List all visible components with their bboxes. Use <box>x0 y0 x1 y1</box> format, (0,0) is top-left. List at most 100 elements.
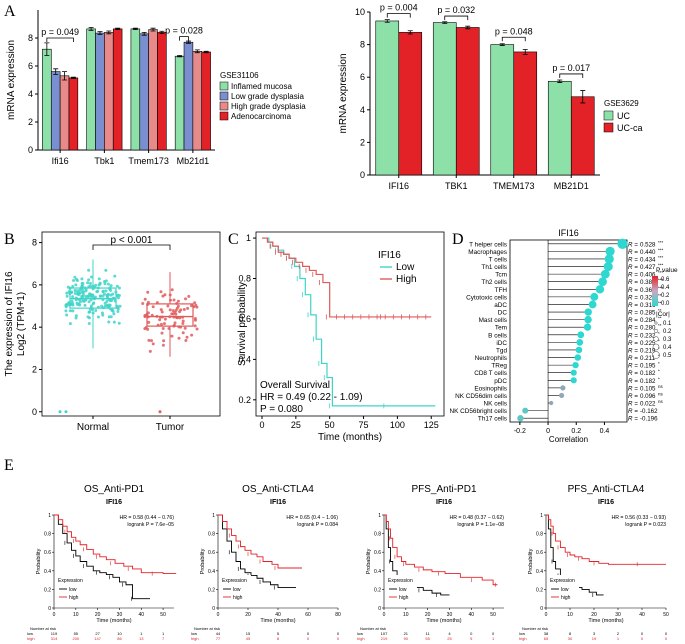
outlier-point <box>64 410 68 414</box>
jitter-point <box>151 342 155 346</box>
jitter-point <box>87 300 91 304</box>
x-tick-label: IFI16 <box>388 181 409 191</box>
legend-swatch <box>603 110 614 121</box>
jitter-point <box>181 321 185 325</box>
error-bar <box>44 42 50 56</box>
bar <box>570 96 595 176</box>
cell-type-label: Cytotoxic cells <box>466 294 507 301</box>
jitter-point <box>193 301 197 305</box>
jitter-point <box>184 297 188 301</box>
y-axis-label: The expression of IFI16 <box>4 271 15 376</box>
jitter-point <box>74 316 78 320</box>
jitter-point <box>162 322 166 326</box>
jitter-point <box>104 289 108 293</box>
error-bar <box>53 68 59 75</box>
panel-label-a: A <box>4 3 16 20</box>
hr-text: HR = 0.58 (0.44 − 0.76) <box>119 515 174 521</box>
r-prefix: R = <box>628 310 638 317</box>
error-bar <box>557 79 563 83</box>
hr-text: HR = 0.48 (0.37 − 0.62) <box>449 515 504 521</box>
bar <box>183 41 194 151</box>
jitter-point <box>166 304 170 308</box>
bar <box>174 55 185 151</box>
x-tick-label: 125 <box>424 420 439 430</box>
jitter-point <box>109 315 113 319</box>
lollipop-dot <box>583 323 592 331</box>
y-tick-label: 6 <box>28 61 33 71</box>
risk-count: 5 <box>470 636 473 641</box>
significance-bracket <box>386 13 411 18</box>
chart-title: OS_Anti-CTLA4 <box>242 484 314 495</box>
lollipop-dot <box>559 392 565 399</box>
lollipop-dot <box>588 300 597 309</box>
km-curve <box>218 514 296 588</box>
error-bar <box>465 25 471 30</box>
jitter-point <box>176 304 180 308</box>
y-axis-label: mRNA expression <box>338 53 349 133</box>
jitter-point <box>106 294 110 298</box>
cell-type-label: B cells <box>488 332 507 339</box>
y-tick-label: 0.4 <box>44 569 51 575</box>
lollipop-dot <box>570 369 577 376</box>
x-axis-label: Time (months) <box>588 618 623 624</box>
significance-stars: ns <box>658 384 664 389</box>
r-prefix: R = <box>628 332 638 339</box>
y-tick-label: 8 <box>28 33 33 43</box>
significance-bracket <box>559 73 584 78</box>
lollipop-dot <box>576 339 584 346</box>
significance-stars: * <box>658 354 660 359</box>
risk-header: Number at risk <box>360 626 386 631</box>
legend-swatch <box>219 101 229 111</box>
y-tick-label: 0.2 <box>238 395 251 405</box>
r-prefix: R = <box>628 363 638 370</box>
r-value-label: 0.105 <box>640 385 656 392</box>
significance-stars: ** <box>658 316 662 321</box>
risk-count: 15 <box>246 631 251 636</box>
r-prefix: R = <box>628 416 638 423</box>
r-value-label: 0.440 <box>640 249 656 256</box>
legend-label: high <box>233 595 243 601</box>
x-tick-label: 40 <box>639 612 645 618</box>
jitter-point <box>159 308 163 312</box>
legend-bg <box>387 575 417 605</box>
hr-text: HR = 0.65 (0.4 − 1.06) <box>286 515 338 521</box>
y-tick-label: 6 <box>360 72 365 82</box>
jitter-point <box>97 283 101 287</box>
error-bar <box>499 43 505 46</box>
jitter-point <box>168 308 172 312</box>
r-prefix: R = <box>628 393 638 400</box>
legend-title: P value <box>656 267 678 274</box>
lollipop-dot <box>517 415 524 422</box>
lollipop-dot <box>617 238 628 249</box>
jitter-point <box>115 304 119 308</box>
x-tick-label: 0 <box>217 612 220 618</box>
y-tick-label: 0.2 <box>374 587 381 593</box>
risk-count: 10 <box>117 631 122 636</box>
jitter-point <box>98 294 102 298</box>
hr-text: HR = 0.56 (0.33 − 0.93) <box>611 515 666 521</box>
jitter-point <box>147 320 151 324</box>
panel-label-e: E <box>4 457 14 474</box>
x-tick-label: TBK1 <box>445 181 468 191</box>
jitter-point <box>74 314 78 318</box>
legend-bg <box>57 575 87 605</box>
jitter-point <box>181 331 185 335</box>
panel-label-c: C <box>228 231 239 248</box>
x-tick-label: 30 <box>447 612 453 618</box>
risk-count: 0 <box>307 631 310 636</box>
y-tick-label: 0 <box>540 606 543 612</box>
legend-title: Expression <box>58 578 83 584</box>
jitter-point <box>66 285 70 289</box>
legend-label: high <box>399 595 409 601</box>
y-tick-label: 0.4 <box>238 354 251 364</box>
p-value-label: p < 0.001 <box>111 235 153 246</box>
significance-stars: ** <box>658 293 662 298</box>
lollipop-dot <box>604 254 614 264</box>
lollipop-dot <box>574 354 582 361</box>
cell-type-label: Neutrophils <box>475 355 507 362</box>
legend-title: IFI16 <box>378 250 401 261</box>
jitter-point <box>118 304 122 308</box>
legend-label: UC <box>617 111 630 121</box>
significance-stars: * <box>658 369 660 374</box>
jitter-point <box>163 317 167 321</box>
